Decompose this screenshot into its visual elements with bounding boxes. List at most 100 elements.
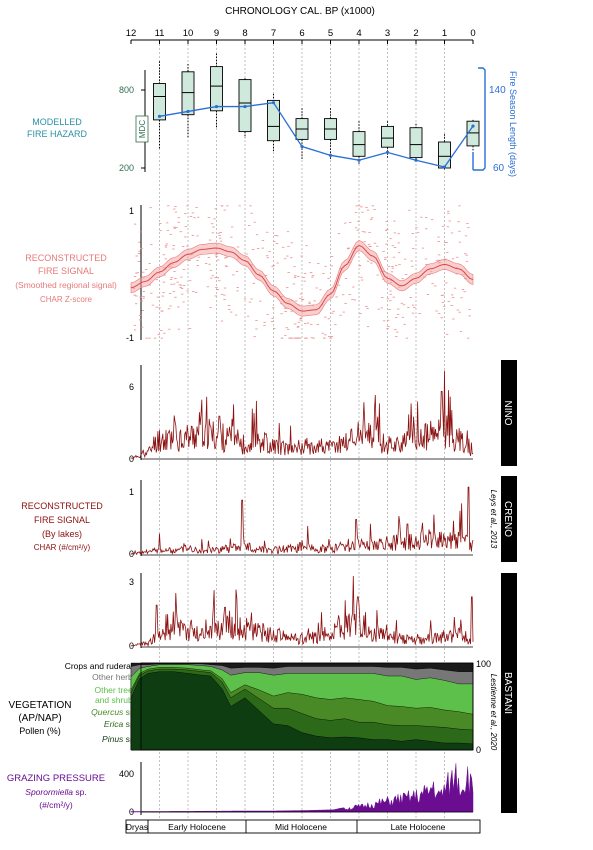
nino-char-series: [130, 370, 474, 459]
hazard-right-tick-140: 140: [489, 85, 506, 96]
box-body: [381, 125, 394, 148]
hazard-panel: MODELLED FIRE HAZARD 800 200 MDC 140 60 …: [27, 53, 518, 177]
legend-pinus: Pinus sp.: [102, 734, 137, 744]
period-mid: Mid Holocene: [275, 822, 327, 832]
period-bar: Dryas Early Holocene Mid Holocene Late H…: [125, 819, 481, 834]
top-tick-label: 3: [385, 28, 390, 39]
fsl-point: [385, 150, 390, 154]
legend-erica: Erica sp.: [104, 719, 137, 729]
creno-sidebar: [501, 476, 517, 562]
fsl-point: [328, 153, 333, 157]
fire-season-length-points: [157, 101, 475, 169]
nino-tick-0: 0: [129, 454, 134, 464]
regional-confidence-band: [130, 240, 474, 317]
box-body: [466, 120, 480, 147]
legend-crops: Crops and ruderals: [65, 661, 137, 671]
fsl-point: [471, 124, 475, 128]
box-body: [153, 83, 166, 121]
period-dryas: Dryas: [126, 822, 148, 832]
top-tick-label: 1: [442, 28, 447, 39]
hazard-right-axis: [472, 67, 486, 171]
regional-label-line3: (Smoothed regional signal): [15, 280, 117, 290]
grazing-unit: (#/cm²/y): [39, 800, 73, 810]
regional-smoothed-curve: [130, 244, 474, 312]
creno-ref: Leys et al., 2013: [489, 490, 498, 549]
fsl-point: [157, 114, 162, 118]
top-tick-label: 12: [126, 28, 137, 39]
vegetation-title: VEGETATION: [9, 700, 72, 711]
creno-name: CRENO: [502, 501, 513, 537]
nino-tick-6: 6: [129, 382, 134, 392]
top-tick-label: 9: [214, 28, 219, 39]
bastani-char-series: [130, 575, 474, 648]
creno-tick-1: 1: [129, 487, 134, 497]
bastani-name: BASTANI: [502, 672, 513, 714]
top-tick-label: 4: [356, 28, 361, 39]
legend-trees-line2: and shrubs: [95, 695, 137, 705]
nino-sidebar: [501, 360, 517, 466]
top-axis-title: CHRONOLOGY CAL. BP (x1000): [225, 6, 375, 17]
mdc-tag: MDC: [138, 120, 147, 138]
legend-quercus: Quercus sp.: [91, 707, 137, 717]
hazard-tick-200: 200: [119, 163, 134, 173]
vegetation-sub1: (AP/NAP): [18, 713, 61, 724]
hazard-right-tick-60: 60: [493, 163, 505, 174]
regional-char-points: [132, 205, 471, 339]
top-tick-label: 5: [328, 28, 333, 39]
box-body: [409, 127, 423, 159]
top-tick-label: 2: [413, 28, 418, 39]
box-body: [181, 71, 195, 116]
grazing-species: Sporormiella sp.: [25, 787, 86, 797]
box-body: [210, 66, 223, 112]
regional-sub: CHAR Z-score: [40, 295, 93, 304]
legend-herbs: Other herbs: [92, 672, 137, 682]
fsl-point: [214, 104, 219, 109]
top-tick-label: 6: [299, 28, 304, 39]
lakes-sub: CHAR (#/cm²/y): [34, 543, 91, 552]
fsl-point: [442, 165, 447, 169]
top-tick-label: 10: [183, 28, 194, 39]
box-body: [352, 131, 366, 157]
period-late: Late Holocene: [391, 822, 446, 832]
fsl-point: [300, 144, 304, 149]
hazard-tick-800: 800: [119, 85, 134, 95]
bastani-tick-3: 3: [129, 577, 134, 587]
lakes-label-line1: RECONSTRUCTED: [21, 501, 103, 511]
top-tick-label: 0: [470, 28, 475, 39]
regional-tick-minus1: -1: [126, 333, 134, 343]
legend-trees-line1: Other trees: [94, 685, 137, 695]
box-body: [438, 141, 451, 169]
hazard-boxplots: [153, 53, 480, 171]
fsl-point: [357, 158, 361, 162]
regional-tick-1: 1: [129, 206, 134, 216]
vegetation-sub2: Pollen (%): [19, 726, 61, 736]
top-tick-label: 11: [155, 28, 165, 39]
hazard-label-line2: FIRE HAZARD: [27, 129, 88, 139]
vegetation-stacked-areas: [130, 662, 474, 751]
fsl-point: [271, 101, 276, 105]
vegetation-tick-100: 100: [476, 659, 491, 669]
vegetation-tick-0: 0: [476, 745, 481, 755]
fsl-point: [414, 158, 418, 162]
grazing-tick-400: 400: [119, 769, 134, 779]
lakes-label-line3: (By lakes): [42, 529, 82, 539]
bastani-sidebar: [501, 573, 517, 813]
box-body: [267, 99, 280, 142]
period-early: Early Holocene: [168, 822, 226, 832]
nino-name: NINO: [502, 401, 513, 426]
period-bar-frame: [125, 819, 481, 834]
sporormiella-area: [130, 763, 474, 813]
top-axis-ticks: 12 11 10 9 8 7 6 5 4 3 2 1 0: [126, 28, 476, 44]
top-tick-label: 8: [242, 28, 247, 39]
mdc-tag-box: [135, 115, 149, 143]
regional-label-line2: FIRE SIGNAL: [38, 266, 94, 276]
fire-season-length-line: [159, 101, 474, 168]
regional-panel: RECONSTRUCTED FIRE SIGNAL (Smoothed regi…: [15, 205, 474, 343]
lakes-panel: RECONSTRUCTED FIRE SIGNAL (By lakes) CHA…: [21, 360, 517, 813]
creno-char-series: [130, 486, 474, 556]
grazing-title: GRAZING PRESSURE: [7, 773, 105, 784]
fsl-point: [243, 104, 247, 109]
lakes-label-line2: FIRE SIGNAL: [34, 515, 90, 525]
bastani-ref: Lestienne et al., 2020: [489, 674, 498, 751]
